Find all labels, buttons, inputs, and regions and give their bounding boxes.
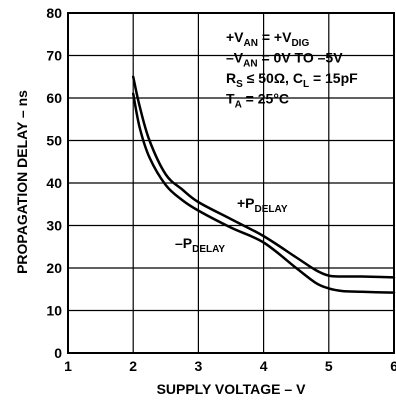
series-line-plus-pdelay <box>131 75 396 279</box>
y-tick-label: 70 <box>46 48 62 64</box>
x-tick-label: 4 <box>260 358 268 374</box>
y-axis-label: PROPAGATION DELAY – ns <box>14 90 30 274</box>
y-tick-label: 50 <box>46 133 62 149</box>
x-tick-label: 6 <box>390 358 396 374</box>
condition-line: RS ≤ 50Ω, CL = 15pF <box>226 70 358 90</box>
plot-frame <box>67 12 395 354</box>
y-tick-label: 40 <box>46 175 62 191</box>
condition-line: –VAN = 0V TO –5V <box>226 50 343 70</box>
series-label-minus-pdelay: –PDELAY <box>175 235 225 255</box>
y-tick-label: 10 <box>46 303 62 319</box>
x-tick-label: 3 <box>195 358 203 374</box>
series-labels: +PDELAY –PDELAY <box>175 195 288 255</box>
y-tick-label: 0 <box>54 345 62 361</box>
x-axis-label: SUPPLY VOLTAGE – V <box>157 381 307 397</box>
series-label-plus-pdelay: +PDELAY <box>237 195 288 215</box>
x-tick-label: 5 <box>325 358 333 374</box>
y-tick-label: 80 <box>46 5 62 21</box>
condition-line: TA = 25°C <box>226 91 289 111</box>
y-tick-label: 60 <box>46 90 62 106</box>
condition-line: +VAN = +VDIG <box>226 29 309 49</box>
series-lines <box>131 75 396 294</box>
y-tick-label: 30 <box>46 218 62 234</box>
x-tick-label: 2 <box>129 358 137 374</box>
y-tick-label: 20 <box>46 260 62 276</box>
x-tick-label: 1 <box>64 358 72 374</box>
series-line-minus-pdelay <box>131 92 396 294</box>
